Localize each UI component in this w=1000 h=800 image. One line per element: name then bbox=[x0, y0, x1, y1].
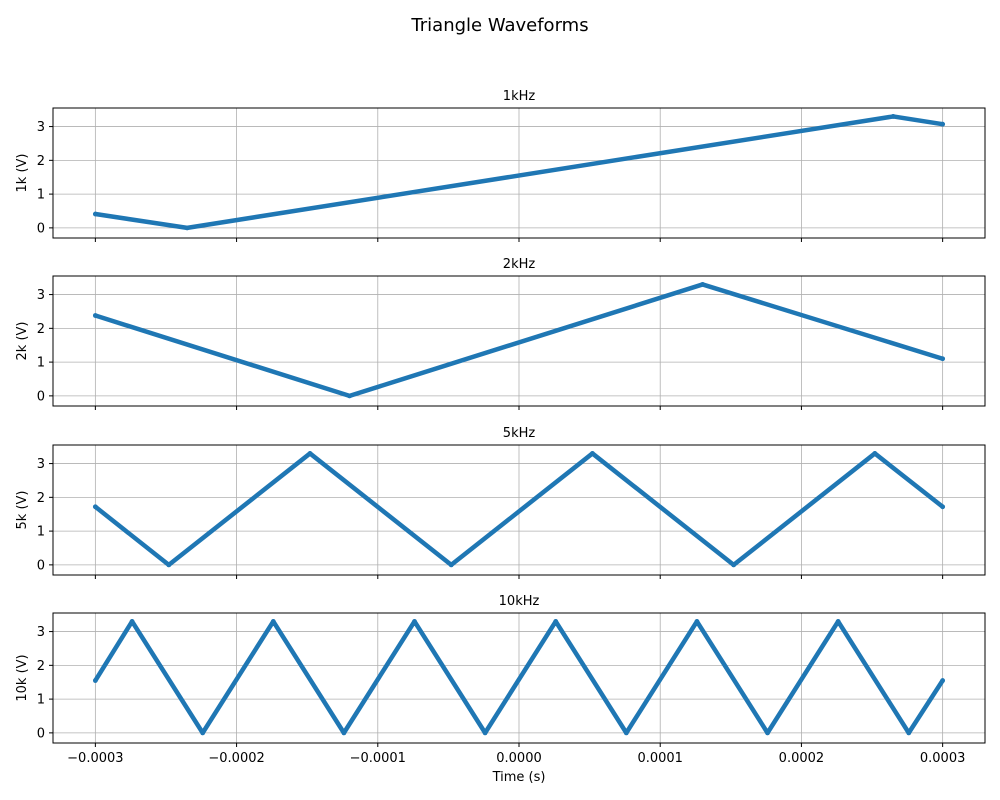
subplot-title: 2kHz bbox=[503, 257, 536, 272]
y-tick-label: 2 bbox=[37, 154, 45, 169]
y-tick-label: 1 bbox=[37, 693, 45, 708]
series-line bbox=[93, 114, 945, 231]
x-axis-label: Time (s) bbox=[492, 770, 546, 785]
y-tick-label: 2 bbox=[37, 659, 45, 674]
data-point bbox=[482, 730, 488, 736]
data-point bbox=[765, 730, 770, 736]
data-point bbox=[166, 562, 172, 568]
subplot-10kHz: 10kHz 0 1 2 3 −0.0003 −0.0002 −0.0001 0.0000 0.00… bbox=[15, 594, 986, 766]
data-point bbox=[590, 451, 595, 456]
data-point bbox=[92, 211, 98, 217]
x-tick-label: 0.0003 bbox=[920, 751, 966, 766]
y-tick-label: 1 bbox=[37, 356, 45, 371]
y-tick-label: 3 bbox=[37, 457, 45, 472]
y-tick-label: 3 bbox=[37, 288, 45, 303]
data-point bbox=[129, 619, 135, 624]
data-point bbox=[347, 393, 352, 399]
data-point bbox=[448, 562, 454, 568]
y-axis-label: 1k (V) bbox=[15, 154, 30, 193]
y-tick-label: 0 bbox=[37, 221, 45, 236]
data-point bbox=[940, 504, 946, 510]
data-point bbox=[307, 451, 313, 456]
subplot-5kHz: 5kHz 0 1 2 3 5k (V) bbox=[15, 426, 986, 579]
y-axis-label: 5k (V) bbox=[15, 491, 30, 530]
y-axis-label: 2k (V) bbox=[15, 322, 30, 361]
data-point bbox=[940, 678, 946, 683]
data-point bbox=[270, 619, 276, 624]
x-tick-label: −0.0003 bbox=[67, 751, 123, 766]
series-line bbox=[93, 451, 945, 568]
x-tick-label: 0.0002 bbox=[779, 751, 825, 766]
x-tick-label: 0.0001 bbox=[637, 751, 683, 766]
y-axis-label: 10k (V) bbox=[15, 654, 30, 701]
data-point bbox=[835, 619, 841, 624]
x-tick-label: −0.0002 bbox=[208, 751, 264, 766]
data-point bbox=[694, 619, 700, 624]
y-tick-label: 2 bbox=[37, 322, 45, 337]
data-point bbox=[92, 678, 98, 683]
subplot-title: 1kHz bbox=[503, 89, 536, 104]
series-line bbox=[93, 619, 945, 736]
data-point bbox=[623, 730, 629, 736]
y-tick-label: 0 bbox=[37, 558, 45, 573]
y-tick-label: 1 bbox=[37, 188, 45, 203]
data-point bbox=[92, 313, 98, 318]
data-point bbox=[92, 504, 98, 510]
data-point bbox=[184, 225, 190, 231]
subplot-2kHz: 2kHz 0 1 2 3 2k (V) bbox=[15, 257, 986, 410]
data-point bbox=[700, 282, 705, 287]
y-tick-label: 3 bbox=[37, 120, 45, 135]
data-point bbox=[906, 730, 912, 736]
data-point bbox=[731, 562, 737, 568]
subplot-title: 10kHz bbox=[499, 594, 540, 609]
y-tick-label: 0 bbox=[37, 726, 45, 741]
series-line bbox=[93, 282, 945, 399]
data-point bbox=[872, 451, 878, 456]
y-tick-label: 2 bbox=[37, 491, 45, 506]
data-point bbox=[890, 114, 896, 119]
y-tick-label: 3 bbox=[37, 625, 45, 640]
x-tick-label: −0.0001 bbox=[350, 751, 406, 766]
y-tick-label: 1 bbox=[37, 525, 45, 540]
data-point bbox=[341, 730, 347, 736]
data-point bbox=[940, 121, 946, 127]
x-tick-label: 0.0000 bbox=[496, 751, 542, 766]
data-point bbox=[412, 619, 417, 624]
subplot-1kHz: 1kHz 0 1 2 3 1k (V) bbox=[15, 89, 986, 242]
y-tick-label: 0 bbox=[37, 389, 45, 404]
subplot-grid: 1kHz 0 1 2 3 1k (V) 2kHz 0 1 2 3 2k (V) 5kHz 0 1 2 3 5k (… bbox=[15, 89, 986, 766]
data-point bbox=[553, 619, 559, 624]
data-point bbox=[200, 730, 206, 736]
data-point bbox=[940, 356, 946, 362]
figure-title: Triangle Waveforms bbox=[410, 15, 588, 36]
subplot-title: 5kHz bbox=[503, 426, 536, 441]
